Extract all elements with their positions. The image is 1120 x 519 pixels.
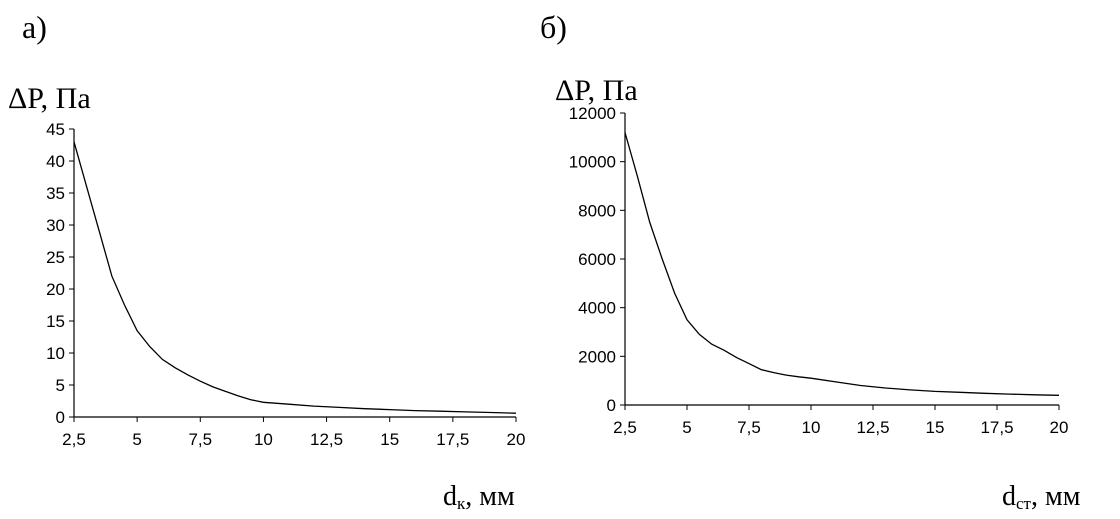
chart-a: а) ΔP, Па 0 5 10 15 20 25 30 35 40 45 2,5 5 7,5 10 12… — [8, 9, 525, 513]
chart-b-y-ticks: 0 2000 4000 6000 8000 10000 12000 — [569, 104, 625, 415]
chart-a-y-tick-label: 45 — [46, 120, 65, 139]
chart-a-x-tick-label: 15 — [380, 430, 399, 449]
chart-b-y-tick-label: 4000 — [578, 299, 616, 318]
chart-a-y-axis-title: ΔP, Па — [8, 82, 91, 115]
chart-a-x-tick-label: 7,5 — [188, 430, 212, 449]
chart-a-y-tick-label: 0 — [56, 408, 65, 427]
chart-b: б) ΔP, Па 0 2000 4000 6000 8000 10000 12000 2,… — [540, 9, 1081, 513]
chart-b-x-tick-label: 20 — [1050, 418, 1069, 437]
chart-b-x-tick-label: 12,5 — [856, 418, 889, 437]
chart-a-x-axis-title-unit: , мм — [465, 481, 515, 512]
chart-a-x-axis-title-sub: к — [457, 494, 466, 513]
chart-a-x-ticks: 2,5 5 7,5 10 12,5 15 17,5 20 — [62, 417, 525, 449]
chart-a-y-tick-label: 30 — [46, 216, 65, 235]
chart-a-y-tick-label: 15 — [46, 312, 65, 331]
chart-a-y-tick-label: 25 — [46, 248, 65, 267]
chart-a-x-tick-label: 10 — [254, 430, 273, 449]
chart-b-x-tick-label: 2,5 — [613, 418, 637, 437]
chart-a-y-tick-label: 20 — [46, 280, 65, 299]
chart-a-x-axis-title-main: d — [443, 481, 457, 512]
chart-b-x-axis-title: dст, мм — [1002, 481, 1081, 513]
chart-b-y-tick-label: 10000 — [569, 153, 616, 172]
chart-b-y-tick-label: 0 — [607, 396, 616, 415]
chart-b-x-axis-title-sub: ст — [1016, 494, 1032, 513]
chart-a-axes — [73, 129, 516, 418]
chart-b-y-tick-label: 8000 — [578, 201, 616, 220]
chart-b-x-tick-label: 10 — [802, 418, 821, 437]
chart-a-series-line — [73, 141, 517, 414]
chart-a-y-tick-label: 35 — [46, 184, 65, 203]
chart-b-axes — [624, 113, 1059, 406]
chart-a-x-tick-label: 12,5 — [310, 430, 343, 449]
chart-b-x-tick-label: 17,5 — [980, 418, 1013, 437]
chart-b-x-tick-label: 15 — [926, 418, 945, 437]
chart-a-y-tick-label: 10 — [46, 344, 65, 363]
chart-b-y-axis-title: ΔP, Па — [555, 74, 638, 107]
chart-b-series-line — [624, 132, 1060, 396]
chart-b-x-tick-label: 7,5 — [737, 418, 761, 437]
chart-a-panel-label: а) — [22, 9, 47, 45]
chart-b-panel-label: б) — [540, 9, 567, 45]
chart-a-x-tick-label: 20 — [507, 430, 526, 449]
chart-b-x-axis-title-unit: , мм — [1031, 481, 1081, 512]
chart-b-y-tick-label: 2000 — [578, 347, 616, 366]
chart-a-y-ticks: 0 5 10 15 20 25 30 35 40 45 — [46, 120, 74, 427]
chart-a-x-tick-label: 2,5 — [62, 430, 86, 449]
chart-b-y-tick-label: 6000 — [578, 250, 616, 269]
chart-a-x-tick-label: 17,5 — [436, 430, 469, 449]
chart-a-x-axis-title: dк, мм — [443, 481, 515, 513]
chart-a-y-tick-label: 5 — [56, 376, 65, 395]
chart-b-x-tick-label: 5 — [682, 418, 691, 437]
chart-b-x-axis-title-main: d — [1002, 481, 1016, 512]
chart-a-x-tick-label: 5 — [132, 430, 141, 449]
chart-b-y-tick-label: 12000 — [569, 104, 616, 123]
chart-b-x-ticks: 2,5 5 7,5 10 12,5 15 17,5 20 — [613, 405, 1068, 437]
chart-a-y-tick-label: 40 — [46, 152, 65, 171]
